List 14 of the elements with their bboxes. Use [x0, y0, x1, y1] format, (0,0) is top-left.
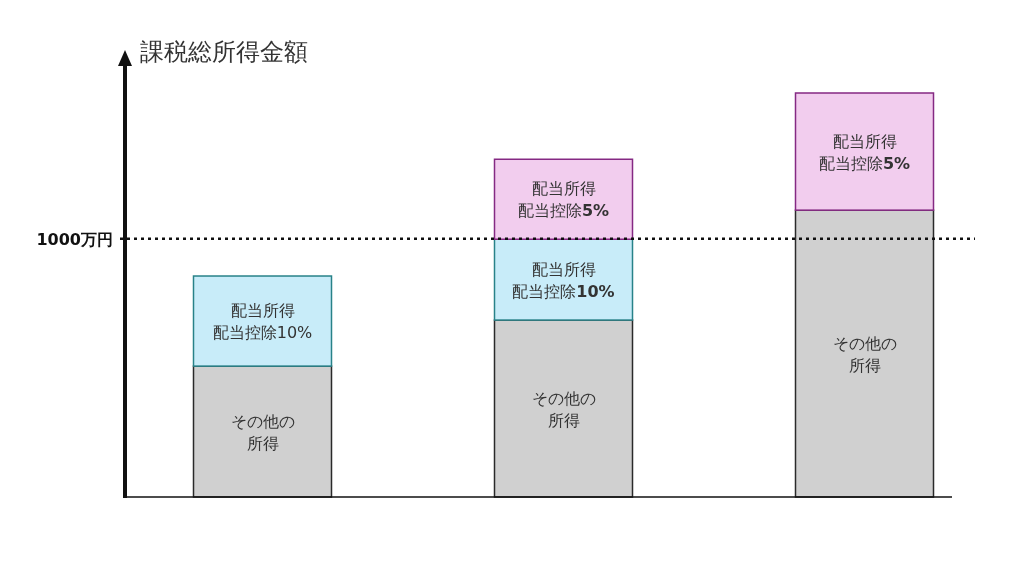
bar — [794, 92, 935, 211]
text: その他の所得 — [832, 333, 897, 375]
bar — [192, 275, 333, 367]
text: その他の所得 — [531, 388, 596, 430]
ref-line-label: 1000万円 — [36, 229, 113, 249]
bar — [192, 365, 333, 498]
bar — [794, 209, 935, 498]
y-axis-title: 課税総所得金額 — [140, 38, 308, 66]
series-label: その他の所得 — [230, 411, 295, 453]
series-label: 配当所得配当控除10% — [512, 259, 615, 301]
series-label: 配当所得配当控除10% — [212, 301, 313, 343]
series-label: 配当所得配当控除5% — [517, 179, 610, 221]
bar — [493, 319, 634, 498]
text: 配当所得配当控除5% — [818, 131, 911, 173]
